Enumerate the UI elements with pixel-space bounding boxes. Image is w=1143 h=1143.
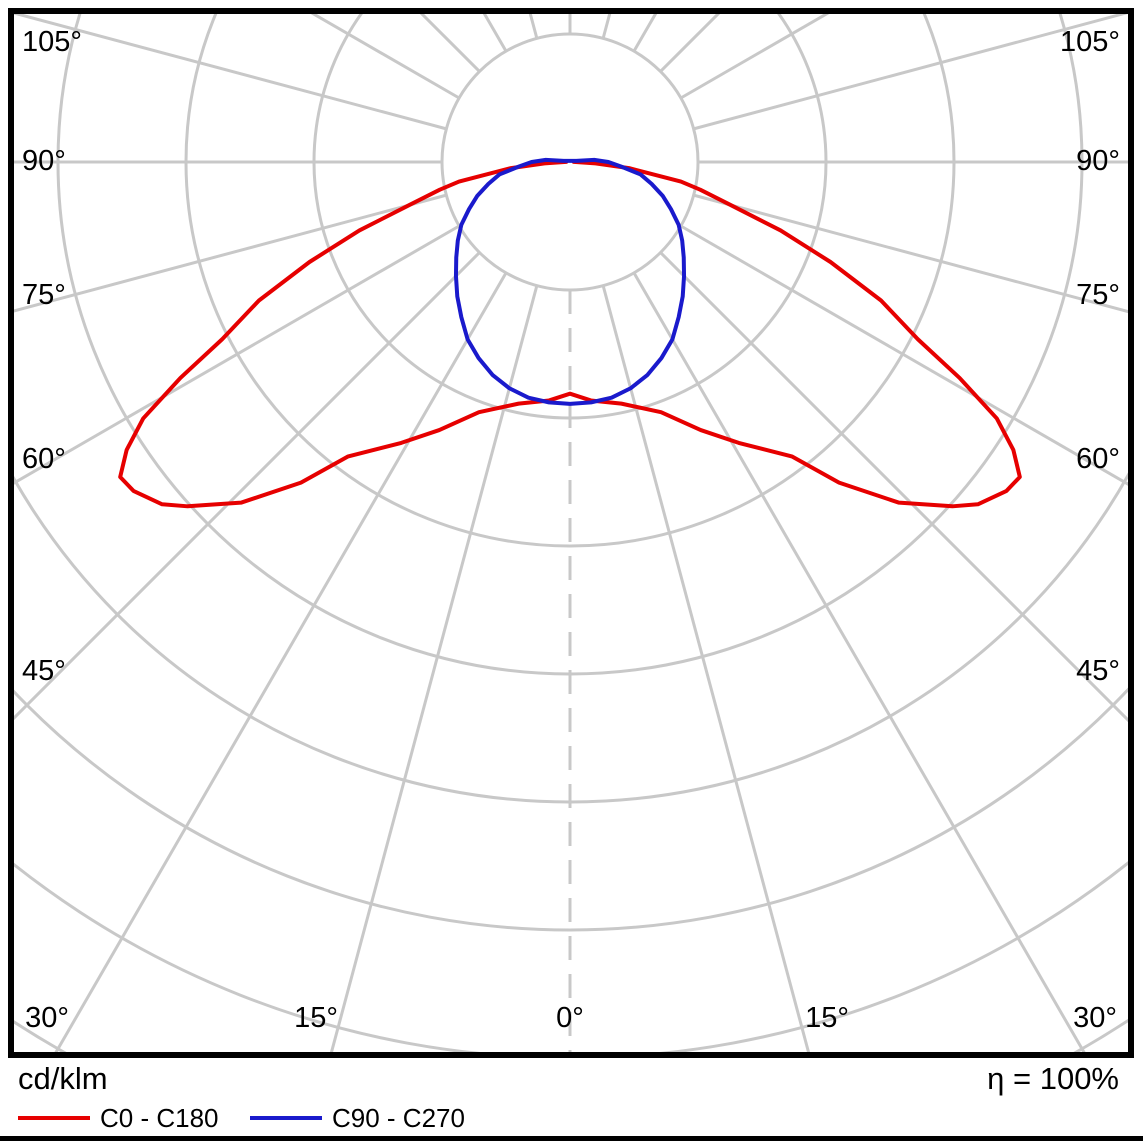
grid-radial-line [693, 193, 1128, 314]
grid-radial-line [419, 14, 481, 73]
grid-radial-line [329, 285, 539, 1052]
efficiency-label: η = 100% [987, 1061, 1119, 1096]
angle-label-bottom-30-right: 30° [1073, 1002, 1117, 1034]
bottom-border-line [0, 1136, 1143, 1141]
angle-label-left-90: 90° [22, 145, 66, 177]
angle-label-bottom-15-left: 15° [294, 1002, 338, 1034]
angle-label-bottom-0: 0° [556, 1002, 584, 1034]
grid-radial-line [14, 251, 481, 721]
angle-label-right-75: 75° [1076, 279, 1120, 311]
angle-label-left-60: 60° [22, 443, 66, 475]
legend-label-c90-c270: C90 - C270 [332, 1103, 465, 1133]
angle-label-right-90: 90° [1076, 145, 1120, 177]
curve-c0-c180 [118, 159, 1022, 509]
grid-radial-line [680, 224, 1128, 486]
grid-radial-line [14, 14, 447, 131]
angle-label-left-75: 75° [22, 279, 66, 311]
grid-radial-line [14, 193, 447, 313]
grid-radial-line [54, 272, 508, 1052]
angle-label-left-105: 105° [22, 26, 82, 58]
unit-label: cd/klm [18, 1061, 108, 1096]
grid-radial-line [632, 272, 1086, 1052]
grid-ring [14, 687, 1128, 932]
angle-label-bottom-30-left: 30° [25, 1002, 69, 1034]
grid-ring [184, 14, 956, 548]
angle-label-right-60: 60° [1076, 443, 1120, 475]
grid-radial-line [659, 14, 721, 73]
polar-chart [14, 14, 1128, 1052]
grid-radial-line [693, 14, 1128, 131]
polar-plot-frame [8, 8, 1134, 1058]
legend-label-c0-c180: C0 - C180 [100, 1103, 219, 1133]
angle-label-left-45: 45° [22, 655, 66, 687]
angle-label-right-105: 105° [1060, 26, 1120, 58]
legend-swatch-c0-c180 [18, 1116, 90, 1120]
grid-radial-line [14, 224, 460, 485]
curve-c90-c270 [453, 157, 687, 406]
angle-label-bottom-15-right: 15° [805, 1002, 849, 1034]
angle-label-right-45: 45° [1076, 655, 1120, 687]
grid-radial-line [601, 285, 811, 1052]
grid-radial-line [659, 251, 1128, 723]
legend-swatch-c90-c270 [250, 1116, 322, 1120]
